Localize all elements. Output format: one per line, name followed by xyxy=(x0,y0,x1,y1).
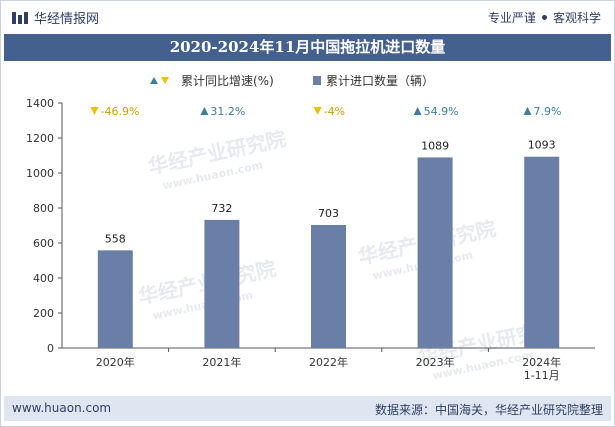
bar-value-label: 732 xyxy=(211,202,232,215)
y-tick-label: 1200 xyxy=(26,132,54,145)
x-tick-label: 1-11月 xyxy=(524,369,560,382)
brand[interactable]: 华经情报网 xyxy=(12,8,99,27)
footer-source: 数据来源：中国海关，华经产业研究院整理 xyxy=(374,403,603,417)
separator-dot-icon xyxy=(541,15,547,20)
y-tick-label: 600 xyxy=(33,237,54,250)
bar-quantity xyxy=(417,157,453,348)
x-tick-label: 2022年 xyxy=(309,355,348,369)
x-tick-label: 2021年 xyxy=(202,355,241,369)
growth-value-label: 54.9% xyxy=(424,105,459,118)
footer-website[interactable]: www.huaon.com xyxy=(12,401,112,415)
growth-up-triangle-icon xyxy=(200,107,209,115)
legend-quantity-label: 累计进口数量（辆） xyxy=(326,73,434,88)
footer: www.huaon.com 数据来源：中国海关，华经产业研究院整理 xyxy=(4,396,611,421)
chart-title: 2020-2024年11月中国拖拉机进口数量 xyxy=(4,34,611,61)
y-tick-label: 200 xyxy=(33,307,54,320)
bar-value-label: 1089 xyxy=(421,139,449,152)
x-tick-label: 2023年 xyxy=(416,355,455,369)
legend: 累计同比增速(%) 累计进口数量（辆） xyxy=(150,73,434,88)
huajing-logo-icon xyxy=(12,11,28,24)
y-tick-label: 0 xyxy=(47,342,54,355)
slogan: 专业严谨 客观科学 xyxy=(488,9,601,26)
growth-value-label: 31.2% xyxy=(210,105,245,118)
y-tick-label: 400 xyxy=(33,272,54,285)
bar-value-label: 703 xyxy=(318,207,339,220)
growth-down-triangle-icon xyxy=(90,107,99,115)
bar-quantity xyxy=(97,250,133,348)
bar-value-label: 558 xyxy=(105,232,126,245)
y-tick-label: 800 xyxy=(33,202,54,215)
growth-down-triangle-icon xyxy=(313,107,322,115)
bar-value-label: 1093 xyxy=(528,139,556,152)
y-tick-label: 1000 xyxy=(26,167,54,180)
legend-growth-label: 累计同比增速(%) xyxy=(181,74,274,88)
x-tick-label: 2024年 xyxy=(522,355,561,369)
bar-quantity xyxy=(204,219,240,348)
x-tick-label: 2020年 xyxy=(96,355,135,369)
growth-up-triangle-icon xyxy=(523,107,532,115)
slogan-right: 客观科学 xyxy=(552,11,601,25)
brand-name: 华经情报网 xyxy=(34,12,100,27)
bar-quantity xyxy=(311,224,346,348)
legend-up-triangle-icon xyxy=(150,77,158,84)
y-tick-label: 1400 xyxy=(26,97,54,110)
legend-quantity-swatch xyxy=(313,76,321,85)
growth-value-label: -46.9% xyxy=(101,105,140,118)
slogan-left: 专业严谨 xyxy=(487,11,536,25)
chart-svg: 华经产业研究院www.huaon.com华经产业研究院www.huaon.com… xyxy=(26,73,595,382)
growth-up-triangle-icon xyxy=(413,107,422,115)
bar-quantity xyxy=(524,156,560,348)
growth-value-label: -4% xyxy=(324,105,345,118)
growth-value-label: 7.9% xyxy=(534,105,562,118)
legend-down-triangle-icon xyxy=(161,77,169,84)
header: 华经情报网 专业严谨 客观科学 xyxy=(0,0,615,34)
